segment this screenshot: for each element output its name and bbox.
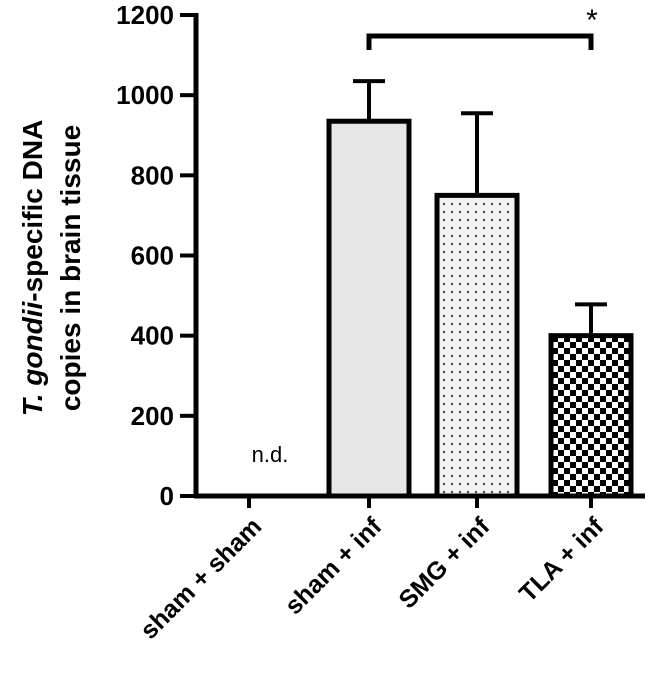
x-tick-label: SMG + inf (393, 512, 495, 614)
y-tick-label: 600 (131, 241, 174, 271)
significance-bracket: * (366, 4, 598, 50)
bar (326, 118, 412, 499)
y-axis-title-italic: T. gondii (17, 301, 48, 417)
y-axis-title: T. gondii-specific DNA copies in brain t… (17, 120, 86, 417)
bracket-line (366, 33, 594, 50)
y-axis: 0 200 400 600 800 1000 1200 (116, 0, 199, 511)
y-tick-label: 1000 (116, 80, 174, 110)
bar (548, 333, 634, 499)
y-axis-title-line2: copies in brain tissue (55, 125, 86, 411)
y-tick-label: 1200 (116, 0, 174, 30)
significance-label: * (586, 4, 598, 37)
y-tick-label: 0 (160, 481, 174, 511)
y-tick-label: 200 (131, 401, 174, 431)
svg-text:T. gondii-specific DNA: T. gondii-specific DNA (17, 120, 48, 417)
bar-annotation: n.d. (252, 442, 289, 467)
x-tick-label: sham + sham (135, 512, 267, 644)
x-tick-label: sham + inf (280, 512, 388, 620)
bars: n.d. (252, 79, 634, 499)
y-tick-label: 800 (131, 160, 174, 190)
bar (434, 192, 520, 499)
x-tick-label: TLA + inf (514, 512, 610, 608)
y-tick-label: 400 (131, 321, 174, 351)
y-axis-title-rest: -specific DNA (17, 120, 48, 302)
x-axis: sham + sham sham + inf SMG + inf TLA + inf (135, 493, 645, 645)
